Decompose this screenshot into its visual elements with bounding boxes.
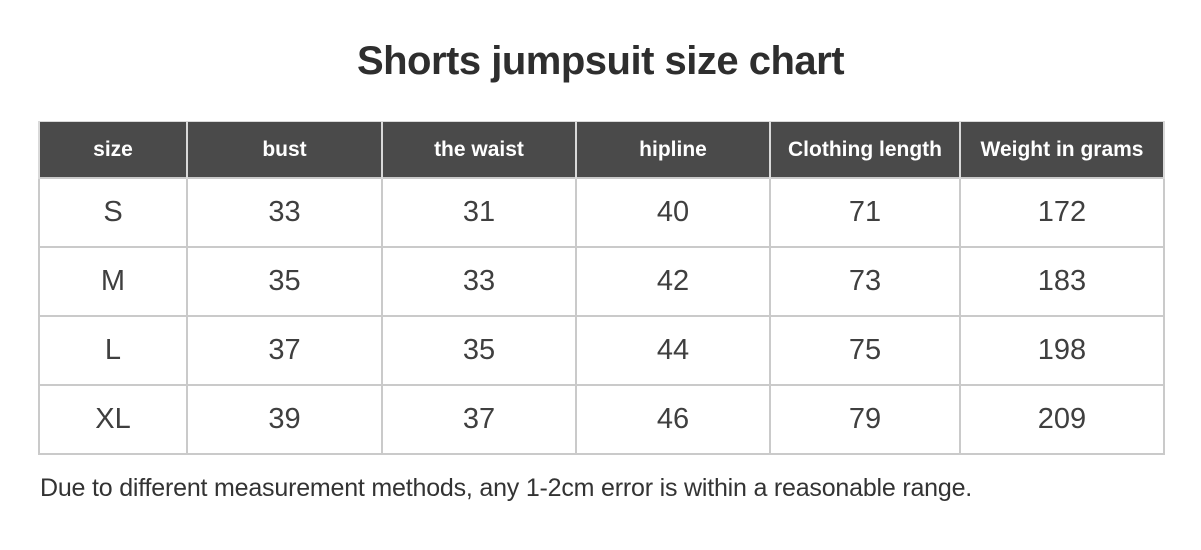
column-header-clothing-length: Clothing length xyxy=(769,121,961,178)
table-row-xl: XL 39 37 46 79 209 xyxy=(38,384,1165,455)
table-row-l: L 37 35 44 75 198 xyxy=(38,315,1165,386)
cell-size: L xyxy=(38,315,188,386)
column-header-waist: the waist xyxy=(381,121,577,178)
cell-waist: 37 xyxy=(381,384,577,455)
measurement-note: Due to different measurement methods, an… xyxy=(40,474,973,502)
column-header-bust: bust xyxy=(186,121,383,178)
cell-clothing-length: 79 xyxy=(769,384,961,455)
cell-weight: 209 xyxy=(959,384,1165,455)
size-chart-table: size bust the waist hipline Clothing len… xyxy=(38,121,1165,455)
column-header-weight: Weight in grams xyxy=(959,121,1165,178)
cell-clothing-length: 75 xyxy=(769,315,961,386)
cell-waist: 31 xyxy=(381,177,577,248)
cell-hipline: 44 xyxy=(575,315,771,386)
header-row: size bust the waist hipline Clothing len… xyxy=(38,121,1165,178)
cell-hipline: 46 xyxy=(575,384,771,455)
cell-clothing-length: 71 xyxy=(769,177,961,248)
page-title: Shorts jumpsuit size chart xyxy=(356,39,845,83)
cell-weight: 198 xyxy=(959,315,1165,386)
cell-size: S xyxy=(38,177,188,248)
cell-hipline: 42 xyxy=(575,246,771,317)
column-header-size: size xyxy=(38,121,188,178)
cell-bust: 39 xyxy=(186,384,383,455)
cell-bust: 37 xyxy=(186,315,383,386)
cell-size: M xyxy=(38,246,188,317)
cell-bust: 33 xyxy=(186,177,383,248)
cell-clothing-length: 73 xyxy=(769,246,961,317)
cell-hipline: 40 xyxy=(575,177,771,248)
cell-bust: 35 xyxy=(186,246,383,317)
cell-waist: 35 xyxy=(381,315,577,386)
column-header-hipline: hipline xyxy=(575,121,771,178)
cell-weight: 172 xyxy=(959,177,1165,248)
cell-weight: 183 xyxy=(959,246,1165,317)
table-row-s: S 33 31 40 71 172 xyxy=(38,177,1165,248)
cell-waist: 33 xyxy=(381,246,577,317)
cell-size: XL xyxy=(38,384,188,455)
table-row-m: M 35 33 42 73 183 xyxy=(38,246,1165,317)
